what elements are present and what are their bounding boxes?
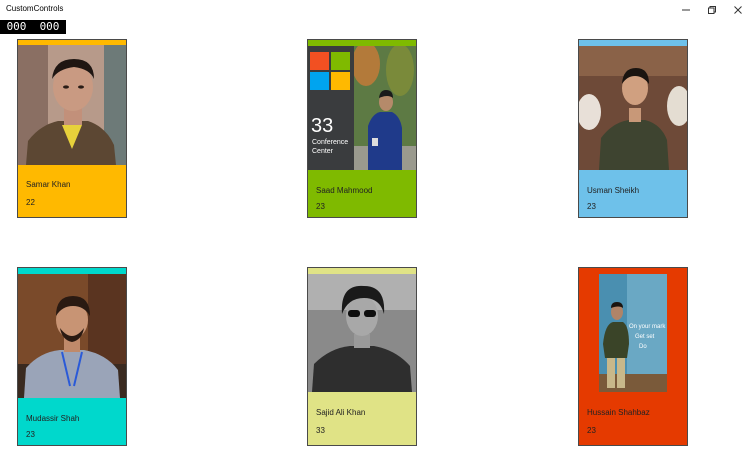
card-name: Saad Mahmood xyxy=(316,186,373,195)
sign-number: 33 xyxy=(311,115,333,137)
card-name: Sajid Ali Khan xyxy=(316,408,366,417)
profile-card-usman-sheikh[interactable]: Usman Sheikh 23 xyxy=(578,39,688,218)
card-age: 23 xyxy=(587,202,596,211)
profile-photo xyxy=(579,46,687,170)
profile-photo: On your mark Get set Do xyxy=(599,274,667,392)
frame-counter-left: 000 xyxy=(6,20,27,33)
card-age: 23 xyxy=(587,426,596,435)
profile-card-samar-khan[interactable]: Samar Khan 22 xyxy=(17,39,127,218)
card-age: 33 xyxy=(316,426,325,435)
profile-card-saad-mahmood[interactable]: 33 Conference Center Saad Mahmood 23 xyxy=(307,39,417,218)
card-name: Mudassir Shah xyxy=(26,414,80,423)
close-icon xyxy=(734,6,742,14)
restore-icon xyxy=(708,6,716,14)
card-age: 22 xyxy=(26,198,35,207)
minimize-icon xyxy=(682,9,690,11)
app-title: CustomControls xyxy=(6,4,64,13)
restore-button[interactable] xyxy=(699,2,725,18)
frame-counter-right: 000 xyxy=(39,20,60,33)
profile-card-hussain-shahbaz[interactable]: On your mark Get set Do Hussain Shahbaz … xyxy=(578,267,688,446)
minimize-button[interactable] xyxy=(673,2,699,18)
banner-line1: On your mark xyxy=(629,324,666,330)
banner-line3: Do xyxy=(639,344,647,350)
title-bar: CustomControls xyxy=(0,0,751,20)
card-name: Hussain Shahbaz xyxy=(587,408,650,417)
card-name: Samar Khan xyxy=(26,180,71,189)
profile-photo: 33 Conference Center xyxy=(308,46,416,170)
close-button[interactable] xyxy=(725,2,751,18)
card-age: 23 xyxy=(316,202,325,211)
profile-card-mudassir-shah[interactable]: Mudassir Shah 23 xyxy=(17,267,127,446)
sign-line2: Center xyxy=(312,148,334,155)
card-name: Usman Sheikh xyxy=(587,186,640,195)
frame-rate-counter: 000 000 xyxy=(0,20,66,34)
profile-photo xyxy=(308,274,416,392)
profile-card-sajid-ali-khan[interactable]: Sajid Ali Khan 33 xyxy=(307,267,417,446)
banner-line2: Get set xyxy=(635,334,655,340)
profile-photo xyxy=(18,274,126,398)
profile-photo xyxy=(18,45,126,165)
card-age: 23 xyxy=(26,430,35,439)
sign-line1: Conference xyxy=(312,139,348,146)
